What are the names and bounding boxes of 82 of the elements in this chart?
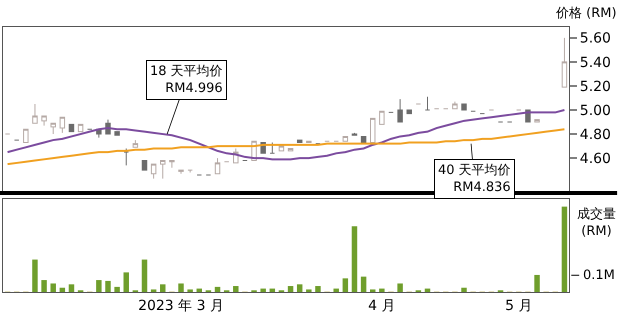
candlestick: [114, 131, 120, 136]
candlestick: [424, 96, 430, 110]
candlestick: [41, 116, 47, 126]
bar: [379, 288, 385, 292]
bar: [352, 226, 358, 292]
bar: [178, 283, 184, 292]
bar: [315, 286, 321, 292]
candlestick: [296, 140, 302, 143]
bar: [270, 288, 276, 292]
bar: [360, 276, 366, 292]
bar: [288, 286, 294, 292]
bar: [160, 284, 166, 292]
annotation: 18 天平均价 RM4.996: [150, 64, 223, 96]
candlestick: [178, 170, 184, 174]
bar: [41, 280, 47, 292]
bar: [68, 284, 74, 292]
bar: [370, 289, 376, 292]
bar: [461, 288, 467, 292]
bar: [214, 286, 220, 292]
x-tick-label: 4 月: [368, 298, 396, 314]
bar: [306, 289, 312, 292]
bar: [233, 286, 239, 292]
candlestick: [406, 110, 412, 114]
bar: [333, 288, 339, 292]
x-tick-label: 5 月: [505, 298, 532, 314]
candlestick: [78, 124, 84, 132]
line-series: [6, 109, 566, 160]
candlestick: [270, 142, 276, 154]
y-tick-label: 5.00: [580, 102, 611, 119]
candlestick: [150, 164, 156, 180]
bar: [60, 288, 66, 292]
candlestick: [278, 146, 284, 152]
candlestick: [534, 119, 540, 123]
bar: [534, 274, 540, 292]
bar: [187, 289, 193, 292]
bar: [260, 288, 266, 292]
candlestick: [32, 103, 38, 124]
candlestick: [397, 98, 403, 123]
candlestick: [50, 122, 56, 135]
candlestick: [288, 148, 294, 152]
candlestick: [60, 116, 66, 134]
y-tick-label: 5.20: [580, 78, 611, 95]
candlestick: [68, 124, 74, 132]
candlestick: [169, 160, 175, 168]
bar: [196, 288, 202, 292]
bar: [142, 260, 148, 292]
candlestick: [187, 170, 193, 174]
bar: [424, 288, 430, 292]
bar: [96, 280, 102, 292]
candlestick: [461, 103, 467, 110]
candlestick: [562, 37, 568, 88]
text: 0.1M: [583, 268, 615, 283]
line-series: [6, 128, 566, 166]
bar: [124, 272, 129, 292]
annotation: 40 天平均价 RM4.836: [438, 163, 511, 195]
y-tick-label: 4.80: [580, 126, 611, 143]
bar: [342, 278, 348, 292]
candlestick: [160, 160, 166, 180]
bar: [105, 280, 111, 292]
candlestick: [342, 136, 348, 142]
candlestick: [23, 128, 29, 143]
bar: [114, 286, 120, 292]
candlestick: [370, 118, 376, 143]
y-tick-label: 5.40: [580, 54, 611, 71]
candlestick: [379, 110, 385, 125]
bar: [150, 289, 156, 292]
bar: [562, 206, 568, 292]
candlestick: [124, 148, 129, 166]
candlestick: [452, 101, 458, 110]
y-tick-label: 4.60: [580, 151, 611, 168]
candlestick: [132, 140, 138, 148]
bar: [397, 283, 403, 292]
bar: [50, 283, 56, 292]
bar: [32, 260, 38, 292]
candlestick: [352, 132, 358, 136]
y-axis-title: 成交量 (RM): [577, 206, 616, 239]
y-axis-title: 价格 (RM): [555, 6, 617, 21]
x-tick-label: 2023 年 3 月: [138, 298, 224, 314]
y-tick-label: 5.60: [580, 30, 611, 47]
candlestick: [360, 136, 366, 143]
candlestick: [214, 158, 220, 174]
bar: [296, 284, 302, 292]
